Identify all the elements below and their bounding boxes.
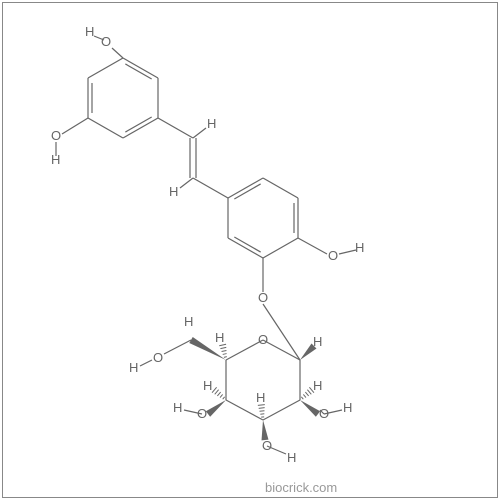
atom-label-H: H bbox=[313, 378, 322, 393]
wedge-bond bbox=[206, 400, 226, 417]
atom-label-O: O bbox=[51, 128, 61, 143]
atom-label-H: H bbox=[173, 400, 182, 415]
atom-label-H: H bbox=[207, 116, 216, 131]
bond-line bbox=[193, 178, 228, 198]
bond-line bbox=[123, 58, 158, 78]
bond-line bbox=[112, 48, 123, 58]
bond-line bbox=[263, 178, 298, 198]
bond-line bbox=[223, 354, 227, 355]
atom-label-O: O bbox=[258, 332, 268, 347]
bond-line bbox=[220, 347, 226, 348]
bond-line bbox=[215, 390, 219, 395]
molecule-svg bbox=[0, 0, 500, 500]
atom-label-H: H bbox=[256, 390, 265, 405]
bond-line bbox=[301, 397, 303, 399]
atom-label-H: H bbox=[169, 184, 178, 199]
bond-line bbox=[62, 118, 88, 134]
bond-line bbox=[180, 178, 193, 188]
atom-label-H: H bbox=[129, 360, 138, 375]
atom-label-H: H bbox=[51, 152, 60, 167]
bond-line bbox=[298, 238, 327, 254]
bond-line bbox=[220, 394, 223, 397]
bond-line bbox=[212, 387, 217, 392]
atom-label-O: O bbox=[319, 406, 329, 421]
bond-line bbox=[263, 400, 300, 420]
bond-line bbox=[303, 394, 306, 397]
bond-line bbox=[307, 390, 311, 395]
atom-label-O: O bbox=[197, 406, 207, 421]
atom-label-H: H bbox=[85, 24, 94, 39]
atom-label-H: H bbox=[343, 400, 352, 415]
atom-label-O: O bbox=[101, 34, 111, 49]
atom-label-H: H bbox=[355, 240, 364, 255]
atom-label-H: H bbox=[203, 378, 212, 393]
bond-line bbox=[263, 304, 300, 360]
atom-label-H: H bbox=[184, 314, 193, 329]
bond-line bbox=[259, 408, 265, 409]
bond-line bbox=[263, 340, 300, 360]
atom-label-O: O bbox=[258, 290, 268, 305]
bond-line bbox=[339, 250, 356, 254]
bond-line bbox=[88, 58, 123, 78]
atom-label-H: H bbox=[215, 330, 224, 345]
bond-line bbox=[140, 360, 152, 366]
atom-label-H: H bbox=[287, 450, 296, 465]
bond-line bbox=[223, 397, 225, 399]
atom-label-O: O bbox=[262, 438, 272, 453]
bond-line bbox=[228, 178, 263, 198]
bond-line bbox=[88, 118, 123, 138]
atom-label-O: O bbox=[328, 248, 338, 263]
bond-line bbox=[158, 118, 193, 138]
atom-label-O: O bbox=[153, 350, 163, 365]
bond-line bbox=[222, 350, 227, 351]
bond-line bbox=[224, 357, 227, 358]
bond-line bbox=[263, 238, 298, 258]
bond-line bbox=[260, 411, 265, 412]
watermark-text: biocrick.com bbox=[265, 480, 337, 495]
bond-line bbox=[164, 340, 191, 354]
bond-line bbox=[228, 238, 263, 258]
atom-label-H: H bbox=[313, 334, 322, 349]
wedge-bond bbox=[300, 400, 320, 417]
bond-line bbox=[217, 392, 220, 396]
bond-line bbox=[123, 118, 158, 138]
bond-line bbox=[305, 392, 308, 396]
bond-line bbox=[193, 128, 206, 138]
